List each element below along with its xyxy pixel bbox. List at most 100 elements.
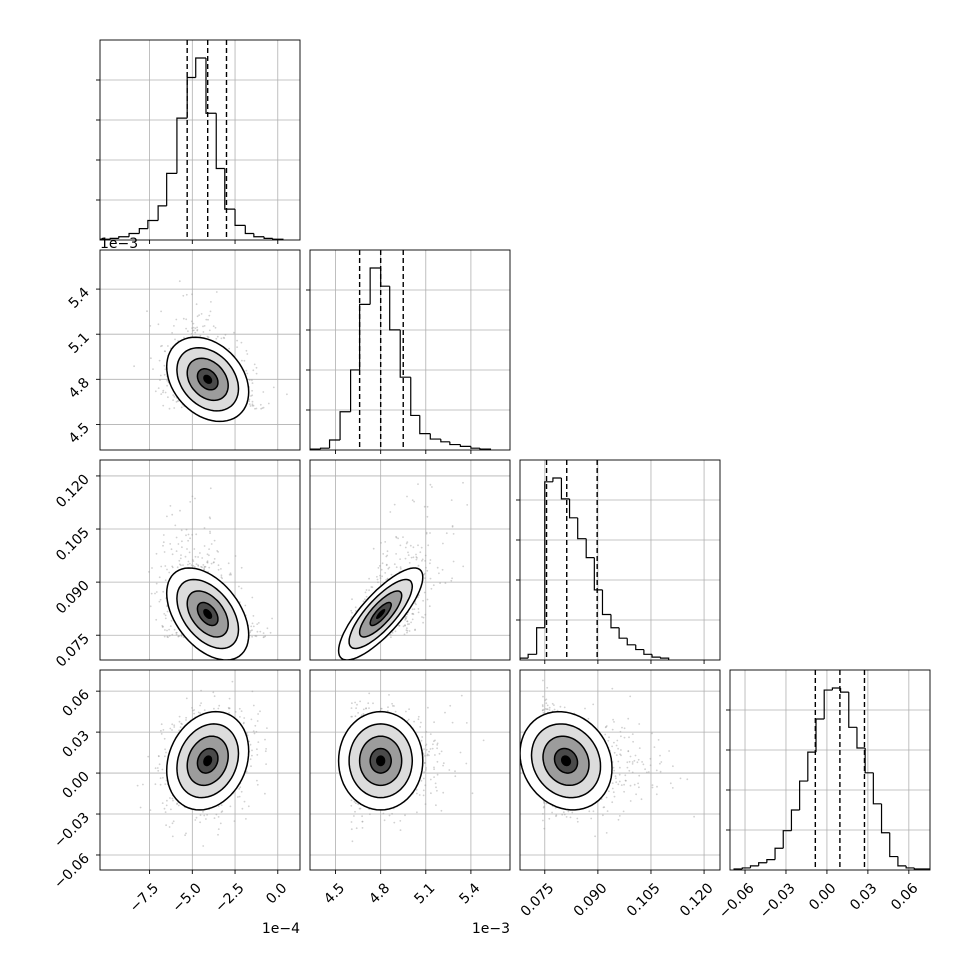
scatter-point [386, 554, 389, 557]
scatter-point [386, 550, 389, 553]
scatter-point [256, 630, 259, 633]
scatter-point [158, 755, 160, 758]
scatter-point [412, 556, 415, 559]
scatter-point [160, 723, 163, 726]
scatter-point [243, 800, 246, 803]
scatter-point [215, 291, 218, 293]
scatter-point [173, 395, 176, 398]
scatter-point [230, 573, 232, 576]
scatter-point [377, 567, 380, 569]
scatter-point [379, 577, 382, 579]
histogram-bin [807, 751, 817, 782]
histogram-panel-1 [306, 249, 511, 451]
scatter-point [180, 406, 183, 409]
scatter-point [166, 629, 168, 632]
scatter-point [191, 533, 194, 536]
histogram-bin [601, 589, 611, 616]
scatter-point [421, 558, 424, 561]
scatter-point [399, 566, 402, 568]
scatter-point [163, 635, 166, 638]
scatter-point [417, 564, 420, 567]
scatter-point [206, 561, 209, 564]
scatter-point [220, 811, 223, 813]
scatter-point [154, 592, 156, 595]
histogram-bin [449, 441, 461, 446]
scatter-point [404, 546, 407, 549]
scatter-point [417, 611, 420, 614]
scatter-point [213, 707, 215, 710]
scatter-point [178, 720, 181, 723]
scatter-point [380, 568, 383, 571]
scatter-point [171, 822, 174, 825]
scatter-point [228, 347, 231, 350]
histogram-bin [176, 117, 188, 174]
scatter-point [407, 623, 409, 626]
scatter-point [176, 803, 179, 805]
histogram-bin [839, 688, 849, 693]
scatter-point [419, 551, 422, 554]
panel-frame [729, 669, 931, 871]
scatter-point [160, 393, 163, 395]
histogram-bars [310, 250, 492, 450]
scatter-point [172, 399, 175, 401]
scatter-point [179, 557, 182, 560]
histogram-bin [186, 76, 196, 119]
scatter-point [429, 483, 432, 486]
scatter-point [206, 335, 209, 338]
histogram-bin [310, 448, 321, 450]
scatter-point [191, 327, 194, 329]
histogram-bin [568, 498, 578, 519]
scatter-point [255, 730, 258, 733]
scatter-point [416, 557, 418, 559]
scatter-point [173, 628, 176, 631]
histogram-bin [659, 657, 670, 660]
scatter-point [175, 536, 178, 539]
scatter-point [177, 635, 180, 638]
scatter-point [362, 600, 365, 603]
scatter-point [166, 379, 169, 382]
scatter-point [163, 364, 166, 367]
scatter-point [236, 339, 239, 342]
scatter-point [398, 624, 400, 627]
scatter-point [384, 541, 387, 543]
scatter-point [203, 814, 206, 817]
scatter-point [169, 543, 172, 545]
scatter-point [249, 405, 252, 407]
scatter-point [183, 336, 185, 339]
scatter-point [196, 329, 199, 332]
scatter-point [159, 598, 162, 601]
scatter-point [219, 822, 222, 825]
scatter-point [199, 704, 202, 707]
scatter-point [161, 626, 164, 628]
histogram-bars [520, 460, 670, 660]
scatter-point [192, 564, 195, 567]
scatter-point [203, 566, 206, 569]
scatter-point [175, 633, 178, 636]
scatter-point [251, 754, 253, 757]
histogram-bin [593, 557, 603, 591]
scatter-panel-0-1 [99, 249, 301, 451]
scatter-point [184, 555, 187, 558]
histogram-bin [774, 847, 784, 860]
scatter-point [411, 499, 414, 502]
scatter-point [261, 407, 264, 409]
scatter-point [412, 546, 415, 549]
scatter-point [249, 631, 252, 634]
scatter-point [179, 563, 181, 566]
scatter-point [248, 740, 251, 743]
scatter-point [263, 636, 265, 638]
scatter-point [217, 551, 220, 553]
scatter-point [425, 532, 428, 535]
histogram-bin [166, 172, 177, 206]
scatter-point [161, 624, 164, 627]
scatter-point [221, 577, 224, 580]
scatter-point [402, 625, 405, 628]
scatter-point [365, 595, 368, 598]
scatter-point [190, 320, 193, 323]
scatter-point [245, 770, 248, 773]
histogram-bin [577, 517, 587, 540]
scatter-point [180, 554, 182, 556]
scatter-point [185, 716, 188, 719]
scatter-point [200, 702, 203, 704]
scatter-point [208, 516, 211, 519]
